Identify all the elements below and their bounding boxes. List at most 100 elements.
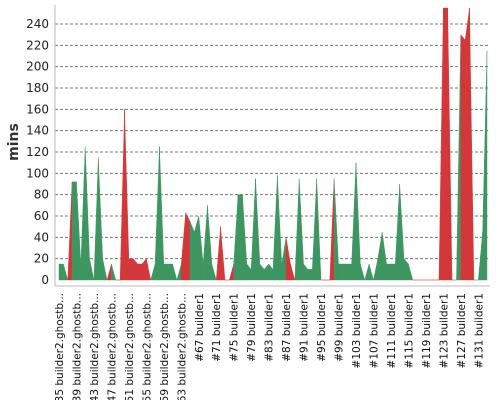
build-segment-58-success (159, 146, 165, 281)
x-tick-label: #59 builder2.ghostb... (159, 293, 171, 400)
build-segment-52-failure (133, 258, 138, 281)
x-tick-label: #39 builder2.ghostb... (71, 293, 83, 400)
build-segment-94-success (316, 178, 322, 281)
x-tick-labels: #35 builder2.ghostb... #39 builder2.ghost… (54, 293, 485, 400)
build-segment-41-success (84, 146, 90, 281)
build-segment-80-success (255, 178, 261, 281)
y-tick-label: 100 (26, 166, 49, 180)
x-tick-label: #35 builder2.ghostb... (54, 293, 66, 400)
build-areas (58, 7, 488, 281)
build-segment-129-failure (469, 7, 475, 281)
build-segment-90-success (299, 178, 304, 281)
build-segment-109-success (381, 231, 387, 281)
y-tick-label: 160 (26, 102, 49, 116)
build-segment-84-success (272, 175, 278, 281)
y-tick-label: 220 (26, 38, 49, 52)
build-segment-72-failure (220, 226, 226, 281)
x-tick-label: #91 builder1 (299, 293, 311, 362)
x-tick-label: #43 builder2.ghostb... (89, 293, 101, 400)
y-tick-label: 20 (34, 252, 49, 266)
x-tick-label: #95 builder1 (316, 293, 328, 362)
build-segment-57-success (154, 146, 160, 281)
build-segment-76-success (237, 194, 243, 281)
x-tick-label: #67 builder1 (194, 293, 206, 362)
build-segment-63-failure (181, 212, 186, 281)
build-segment-62-success (176, 263, 182, 281)
build-segment-99-success (338, 263, 344, 281)
build-segment-55-failure (146, 258, 151, 281)
build-segment-97-failure (329, 178, 335, 281)
build-segment-79-success (250, 178, 256, 281)
y-tick-label: 60 (34, 209, 49, 223)
build-segment-82-success (264, 263, 269, 281)
build-segment-75-success (233, 194, 239, 281)
build-segment-45-success (102, 258, 108, 281)
build-segment-111-success (390, 263, 396, 281)
build-segment-98-success (333, 178, 339, 281)
build-segment-123-failure (443, 7, 448, 281)
y-tick-label: 180 (26, 81, 49, 95)
build-segment-40-success (80, 146, 86, 281)
y-tick-label: 0 (41, 273, 49, 287)
x-tick-label: #119 builder1 (421, 293, 433, 368)
y-tick-label: 40 (34, 230, 49, 244)
build-segment-112-success (395, 183, 400, 281)
y-tick-label: 240 (26, 17, 49, 31)
x-tick-label: #63 builder2.ghostb... (176, 293, 188, 400)
x-tick-label: #47 builder2.ghostb... (106, 293, 118, 400)
build-segment-60-success (167, 263, 173, 281)
x-tick-label: #107 builder1 (368, 293, 380, 368)
build-segment-114-success (403, 258, 409, 281)
build-segment-36-success (63, 263, 68, 281)
build-segment-74-failure (229, 263, 234, 281)
build-segment-83-success (268, 263, 274, 281)
build-segment-122-failure (438, 7, 444, 281)
build-segment-106-success (368, 263, 374, 281)
build-segment-113-success (399, 183, 405, 281)
build-segment-42-success (89, 258, 95, 281)
x-tick-label: #131 builder1 (473, 293, 485, 368)
x-tick-label: #83 builder1 (264, 293, 276, 362)
x-tick-label: #87 builder1 (281, 293, 293, 362)
build-segment-68-success (202, 205, 208, 281)
build-segment-37-failure (67, 181, 73, 281)
x-tick-label: #123 builder1 (438, 293, 450, 368)
x-tick-label: #115 builder1 (403, 293, 415, 368)
x-tick-label: #51 builder2.ghostb... (124, 293, 136, 400)
build-segment-103-success (355, 162, 361, 281)
x-tick-label: #71 builder1 (211, 293, 223, 362)
gridlines (55, 23, 490, 260)
build-segment-92-success (307, 269, 313, 281)
y-tick-label: 200 (26, 60, 49, 74)
y-axis-label: mins (6, 123, 22, 161)
axes (54, 5, 490, 287)
build-segment-53-failure (137, 263, 143, 281)
x-tick-label: #79 builder1 (246, 293, 258, 362)
x-tick-label: #127 builder1 (456, 293, 468, 368)
y-tick-labels: 0 20 40 60 80 100 120 140 160 180 200 220 240 (26, 17, 49, 287)
build-segment-131-success (478, 231, 483, 281)
build-segment-91-success (303, 263, 309, 281)
build-segment-85-success (277, 175, 282, 281)
build-segment-59-success (163, 263, 169, 281)
build-segment-101-success (347, 263, 352, 281)
x-tick-label: #99 builder1 (334, 293, 346, 362)
build-segment-38-success (71, 181, 77, 281)
y-tick-label: 120 (26, 145, 49, 159)
build-segment-46-failure (106, 263, 112, 281)
build-segment-67-success (198, 215, 204, 281)
build-segment-115-success (408, 263, 414, 281)
build-segment-108-success (377, 231, 383, 281)
build-segment-39-success (76, 181, 82, 281)
build-segment-51-failure (128, 258, 134, 281)
build-segment-124-failure (447, 7, 453, 281)
build-segment-128-failure (464, 7, 470, 281)
y-tick-label: 140 (26, 124, 49, 138)
build-segment-56-success (150, 263, 156, 281)
x-tick-label: #75 builder1 (229, 293, 241, 362)
build-segment-107-success (373, 258, 379, 281)
x-tick-label: #103 builder1 (351, 293, 363, 368)
x-tick-label: #55 builder2.ghostb... (141, 293, 153, 400)
build-segment-50-failure (124, 109, 130, 281)
